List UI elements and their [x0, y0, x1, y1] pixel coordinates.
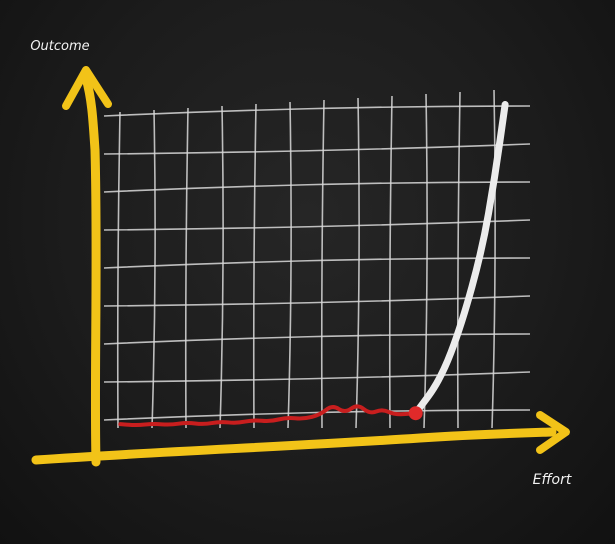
grid-line-horizontal — [103, 371, 531, 383]
inflection-point-marker — [408, 406, 423, 421]
grid-line-horizontal — [103, 219, 531, 231]
axes — [31, 66, 570, 467]
grid-line-vertical — [184, 107, 189, 429]
y-axis-arrowhead — [62, 66, 112, 110]
grid-line-vertical — [116, 111, 121, 429]
grid-line-horizontal — [103, 143, 531, 155]
grid-line-vertical — [151, 109, 156, 429]
grid-line-vertical — [320, 99, 325, 429]
grid-line-horizontal — [103, 105, 531, 117]
grid-line-vertical — [456, 91, 461, 429]
grid-line-vertical — [355, 97, 360, 429]
grid-line-vertical — [423, 93, 428, 429]
grid-line-vertical — [252, 103, 257, 429]
x-axis-arrowhead — [536, 411, 570, 454]
grid-line-horizontal — [103, 257, 531, 269]
x-axis-label: Effort — [533, 472, 572, 488]
grid-line-horizontal — [103, 295, 531, 307]
y-axis — [81, 73, 101, 467]
grid-line-vertical — [388, 95, 393, 429]
series-line-red — [118, 404, 418, 428]
series — [118, 101, 509, 428]
grid-line-vertical — [287, 101, 292, 429]
grid-line-horizontal — [103, 181, 531, 193]
grid-line-vertical — [219, 105, 224, 429]
series-line-white — [412, 101, 509, 417]
grid — [103, 89, 531, 429]
grid-line-horizontal — [103, 333, 531, 345]
y-axis-label: Outcome — [30, 39, 89, 54]
grid-line-vertical — [491, 89, 496, 429]
x-axis — [31, 427, 557, 465]
